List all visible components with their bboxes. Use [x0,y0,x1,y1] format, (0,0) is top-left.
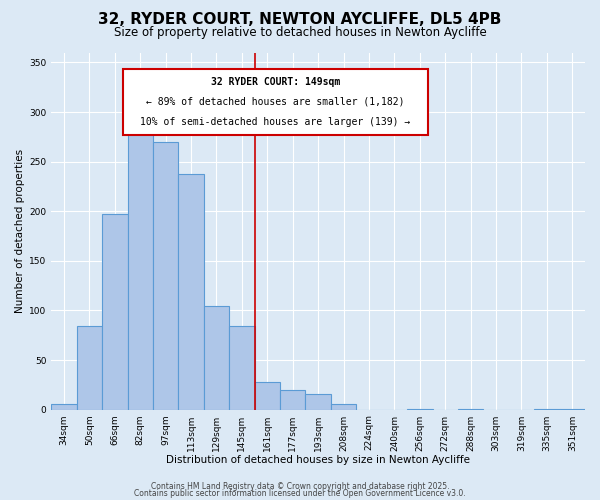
Bar [534,408,560,410]
Bar [254,382,280,409]
Y-axis label: Number of detached properties: Number of detached properties [15,149,25,313]
Text: ← 89% of detached houses are smaller (1,182): ← 89% of detached houses are smaller (1,… [146,96,404,106]
Text: Contains HM Land Registry data © Crown copyright and database right 2025.: Contains HM Land Registry data © Crown c… [151,482,449,491]
Bar [102,214,128,410]
Bar [153,142,178,409]
Bar [560,408,585,410]
FancyBboxPatch shape [124,68,428,134]
Text: 32 RYDER COURT: 149sqm: 32 RYDER COURT: 149sqm [211,76,340,86]
Text: 32, RYDER COURT, NEWTON AYCLIFFE, DL5 4PB: 32, RYDER COURT, NEWTON AYCLIFFE, DL5 4P… [98,12,502,28]
Bar [280,390,305,409]
Text: Contains public sector information licensed under the Open Government Licence v3: Contains public sector information licen… [134,488,466,498]
X-axis label: Distribution of detached houses by size in Newton Aycliffe: Distribution of detached houses by size … [166,455,470,465]
Bar [331,404,356,409]
Bar [229,326,254,409]
Text: Size of property relative to detached houses in Newton Aycliffe: Size of property relative to detached ho… [113,26,487,39]
Bar [77,326,102,409]
Bar [178,174,204,410]
Bar [458,408,484,410]
Bar [128,134,153,409]
Bar [407,408,433,410]
Bar [204,306,229,410]
Bar [305,394,331,409]
Text: 10% of semi-detached houses are larger (139) →: 10% of semi-detached houses are larger (… [140,116,410,126]
Bar [51,404,77,409]
